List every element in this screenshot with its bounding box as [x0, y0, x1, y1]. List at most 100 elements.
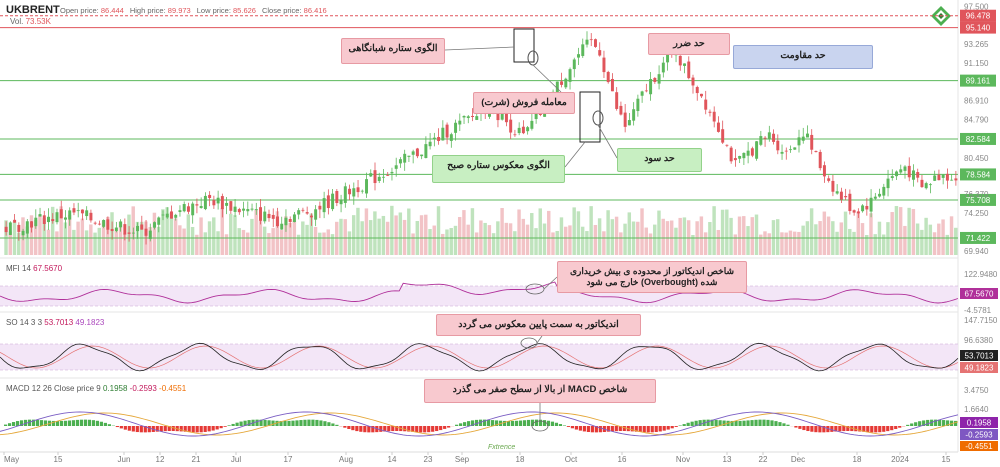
- candle-body: [169, 211, 173, 219]
- macd-hist-bar: [315, 419, 319, 426]
- macd-hist-bar: [642, 426, 646, 433]
- macd-hist-bar: [171, 426, 175, 432]
- macd-hist-bar: [534, 419, 539, 426]
- volume-bar: [250, 218, 254, 255]
- level-tag: [960, 193, 996, 206]
- time-axis-label: 16: [618, 455, 627, 464]
- volume-bar: [754, 214, 759, 255]
- candle-body: [521, 126, 525, 134]
- volume-bar: [572, 207, 576, 255]
- candle-body: [186, 206, 190, 212]
- volume-bar: [894, 206, 899, 255]
- macd-hist-bar: [231, 423, 235, 426]
- macd-hist-bar: [443, 426, 447, 429]
- time-axis-label: Nov: [676, 455, 690, 464]
- candle-body: [59, 209, 63, 219]
- macd-hist-bar: [610, 426, 614, 432]
- macd-hist-bar: [163, 426, 167, 432]
- time-axis-label: 15: [54, 455, 63, 464]
- price-axis-tick: 97.500: [964, 3, 989, 12]
- candle-body: [466, 116, 470, 119]
- macd-hist-bar: [447, 426, 451, 428]
- candle-body: [657, 74, 661, 84]
- leader-line: [532, 64, 562, 93]
- macd-hist-bar: [674, 426, 678, 427]
- candle-body: [246, 209, 250, 212]
- candle-body: [178, 210, 182, 213]
- macd-hist-bar: [107, 424, 111, 426]
- candle-body: [776, 140, 780, 151]
- so-k-line: [0, 342, 959, 372]
- candle-body: [208, 194, 212, 199]
- macd-hist-bar: [506, 420, 511, 426]
- volume-bar: [156, 226, 161, 255]
- volume-bar: [173, 218, 178, 255]
- candle-body: [941, 174, 945, 178]
- candle-body: [237, 209, 241, 213]
- volume-bar: [576, 211, 581, 255]
- mfi-label: MFI 14 67.5670: [6, 264, 63, 273]
- volume-bar: [245, 232, 250, 255]
- macd-hist-bar: [255, 419, 259, 426]
- macd-hist-bar: [239, 421, 243, 426]
- candle-body: [784, 150, 788, 152]
- candle-body: [869, 197, 873, 212]
- price-axis-tick: 74.250: [964, 209, 989, 218]
- macd-hist-bar: [622, 426, 626, 432]
- candle-body: [68, 210, 72, 220]
- macd-hist-bar: [898, 426, 902, 428]
- candle-body: [195, 204, 199, 206]
- volume-bar: [767, 233, 771, 255]
- time-axis-label: 23: [424, 455, 433, 464]
- macd-hist-bar: [99, 421, 103, 426]
- volume-bar: [29, 215, 34, 255]
- leader-line: [543, 276, 558, 290]
- candle-body: [818, 151, 822, 169]
- volume-bar: [661, 218, 665, 255]
- volume-bar: [780, 232, 784, 255]
- take-profit-annotation: حد سود: [617, 148, 702, 172]
- volume-bar: [606, 210, 610, 255]
- macd-hist-bar: [3, 424, 8, 426]
- ohlc-readout: Open price: 86.444 High price: 89.973 Lo…: [60, 6, 327, 15]
- level-tag: [960, 74, 996, 87]
- candle-body: [683, 63, 687, 66]
- macd-hist-bar: [11, 422, 16, 426]
- time-axis-label: 22: [759, 455, 768, 464]
- macd-hist-bar: [574, 426, 578, 430]
- candle-body: [254, 209, 258, 211]
- candle-body: [755, 141, 759, 159]
- candle-body: [34, 217, 38, 227]
- candle-body: [644, 90, 648, 92]
- macd-hist-bar: [582, 426, 586, 432]
- time-axis-label: May: [4, 455, 19, 464]
- macd-hist-bar: [922, 420, 926, 426]
- macd-hist-bar: [858, 426, 862, 432]
- macd-hist-bar: [786, 424, 790, 426]
- macd-hist-bar: [882, 426, 886, 432]
- price-axis-tick: 93.265: [964, 40, 989, 49]
- candle-body: [301, 209, 305, 211]
- candle-body: [136, 225, 140, 232]
- macd-hist-bar: [67, 420, 72, 426]
- macd-hist-bar: [291, 420, 295, 426]
- leader-line: [536, 335, 543, 344]
- volume-bar: [394, 215, 398, 255]
- candle-body: [63, 217, 67, 220]
- candle-body: [449, 134, 453, 141]
- macd-hist-bar: [307, 419, 311, 426]
- volume-bar: [775, 219, 780, 255]
- candle-body: [767, 132, 771, 140]
- macd-hist-bar: [459, 423, 463, 426]
- candle-body: [242, 208, 246, 211]
- time-axis-label: Aug: [339, 455, 353, 464]
- macd-hist-bar: [147, 426, 151, 433]
- macd-hist-bar: [187, 426, 191, 433]
- volume-bar: [538, 208, 542, 255]
- candle-body: [229, 201, 233, 211]
- candle-body: [140, 224, 144, 230]
- macd-hist-bar: [27, 419, 32, 426]
- volume-bar: [585, 231, 589, 255]
- volume-bar: [801, 225, 805, 255]
- candle-body: [716, 122, 720, 132]
